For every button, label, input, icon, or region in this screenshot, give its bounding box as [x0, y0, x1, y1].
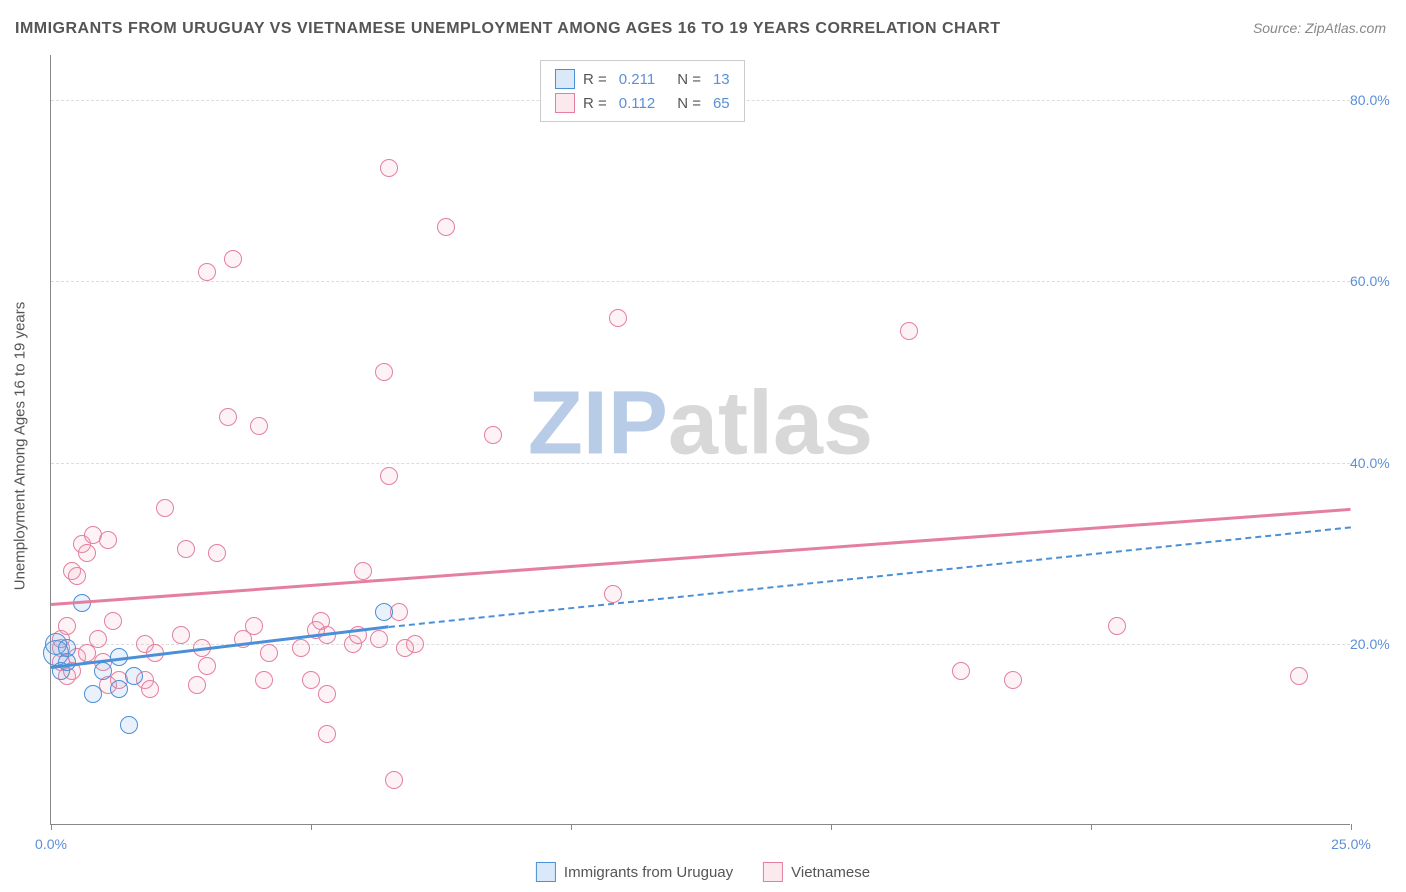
- scatter-point: [198, 657, 216, 675]
- legend-n-value-0: 13: [713, 71, 730, 88]
- y-tick-label: 40.0%: [1350, 455, 1400, 471]
- scatter-point: [198, 263, 216, 281]
- scatter-point: [380, 467, 398, 485]
- scatter-point: [120, 716, 138, 734]
- chart-container: IMMIGRANTS FROM URUGUAY VS VIETNAMESE UN…: [0, 0, 1406, 892]
- scatter-point: [370, 630, 388, 648]
- scatter-point: [437, 218, 455, 236]
- legend-swatch-series-1: [555, 93, 575, 113]
- x-tick: [831, 824, 832, 830]
- legend-r-label: R =: [583, 95, 607, 112]
- scatter-point: [406, 635, 424, 653]
- scatter-point: [375, 363, 393, 381]
- plot-area: ZIPatlas 20.0%40.0%60.0%80.0%0.0%25.0%: [50, 55, 1350, 825]
- x-tick-label: 25.0%: [1331, 836, 1371, 852]
- scatter-point: [245, 617, 263, 635]
- gridline: [51, 281, 1350, 282]
- scatter-point: [141, 680, 159, 698]
- legend-r-label: R =: [583, 71, 607, 88]
- scatter-point: [110, 680, 128, 698]
- legend-n-label: N =: [677, 71, 701, 88]
- scatter-point: [900, 322, 918, 340]
- series-1-name: Vietnamese: [791, 864, 870, 881]
- watermark-zip: ZIP: [528, 374, 668, 474]
- watermark: ZIPatlas: [528, 373, 873, 476]
- scatter-point: [375, 603, 393, 621]
- legend-stats-row-0: R = 0.211 N = 13: [555, 67, 730, 91]
- bottom-legend-item-0: Immigrants from Uruguay: [536, 862, 733, 882]
- scatter-point: [380, 159, 398, 177]
- scatter-point: [219, 408, 237, 426]
- scatter-point: [58, 639, 76, 657]
- legend-swatch-icon: [536, 862, 556, 882]
- scatter-point: [255, 671, 273, 689]
- scatter-point: [260, 644, 278, 662]
- trend-line-dashed: [389, 526, 1351, 628]
- scatter-point: [104, 612, 122, 630]
- scatter-point: [292, 639, 310, 657]
- scatter-point: [390, 603, 408, 621]
- scatter-point: [89, 630, 107, 648]
- scatter-point: [318, 685, 336, 703]
- scatter-point: [1004, 671, 1022, 689]
- trend-line: [51, 508, 1351, 606]
- series-0-name: Immigrants from Uruguay: [564, 864, 733, 881]
- x-tick: [311, 824, 312, 830]
- scatter-point: [68, 567, 86, 585]
- scatter-point: [156, 499, 174, 517]
- scatter-point: [302, 671, 320, 689]
- y-tick-label: 60.0%: [1350, 273, 1400, 289]
- x-tick: [51, 824, 52, 830]
- scatter-point: [188, 676, 206, 694]
- scatter-point: [208, 544, 226, 562]
- legend-n-label: N =: [677, 95, 701, 112]
- source-attribution: Source: ZipAtlas.com: [1253, 20, 1386, 36]
- scatter-point: [604, 585, 622, 603]
- scatter-point: [84, 685, 102, 703]
- scatter-point: [172, 626, 190, 644]
- gridline: [51, 463, 1350, 464]
- chart-title: IMMIGRANTS FROM URUGUAY VS VIETNAMESE UN…: [15, 20, 1000, 38]
- legend-r-value-0: 0.211: [619, 71, 655, 88]
- x-tick-label: 0.0%: [35, 836, 67, 852]
- legend-r-value-1: 0.112: [619, 95, 655, 112]
- x-tick: [1091, 824, 1092, 830]
- scatter-point: [1290, 667, 1308, 685]
- scatter-point: [484, 426, 502, 444]
- bottom-legend: Immigrants from Uruguay Vietnamese: [536, 862, 870, 882]
- scatter-point: [224, 250, 242, 268]
- scatter-point: [125, 667, 143, 685]
- scatter-point: [952, 662, 970, 680]
- scatter-point: [177, 540, 195, 558]
- scatter-point: [78, 544, 96, 562]
- scatter-point: [1108, 617, 1126, 635]
- scatter-point: [58, 617, 76, 635]
- scatter-point: [354, 562, 372, 580]
- y-tick-label: 20.0%: [1350, 636, 1400, 652]
- scatter-point: [385, 771, 403, 789]
- legend-swatch-icon: [763, 862, 783, 882]
- legend-n-value-1: 65: [713, 95, 730, 112]
- legend-stats-row-1: R = 0.112 N = 65: [555, 91, 730, 115]
- legend-stats-box: R = 0.211 N = 13 R = 0.112 N = 65: [540, 60, 745, 122]
- y-tick-label: 80.0%: [1350, 92, 1400, 108]
- scatter-point: [94, 662, 112, 680]
- x-tick: [1351, 824, 1352, 830]
- x-tick: [571, 824, 572, 830]
- y-axis-title: Unemployment Among Ages 16 to 19 years: [12, 302, 29, 591]
- scatter-point: [609, 309, 627, 327]
- scatter-point: [318, 725, 336, 743]
- watermark-atlas: atlas: [668, 374, 873, 474]
- scatter-point: [99, 531, 117, 549]
- legend-swatch-series-0: [555, 69, 575, 89]
- scatter-point: [250, 417, 268, 435]
- bottom-legend-item-1: Vietnamese: [763, 862, 870, 882]
